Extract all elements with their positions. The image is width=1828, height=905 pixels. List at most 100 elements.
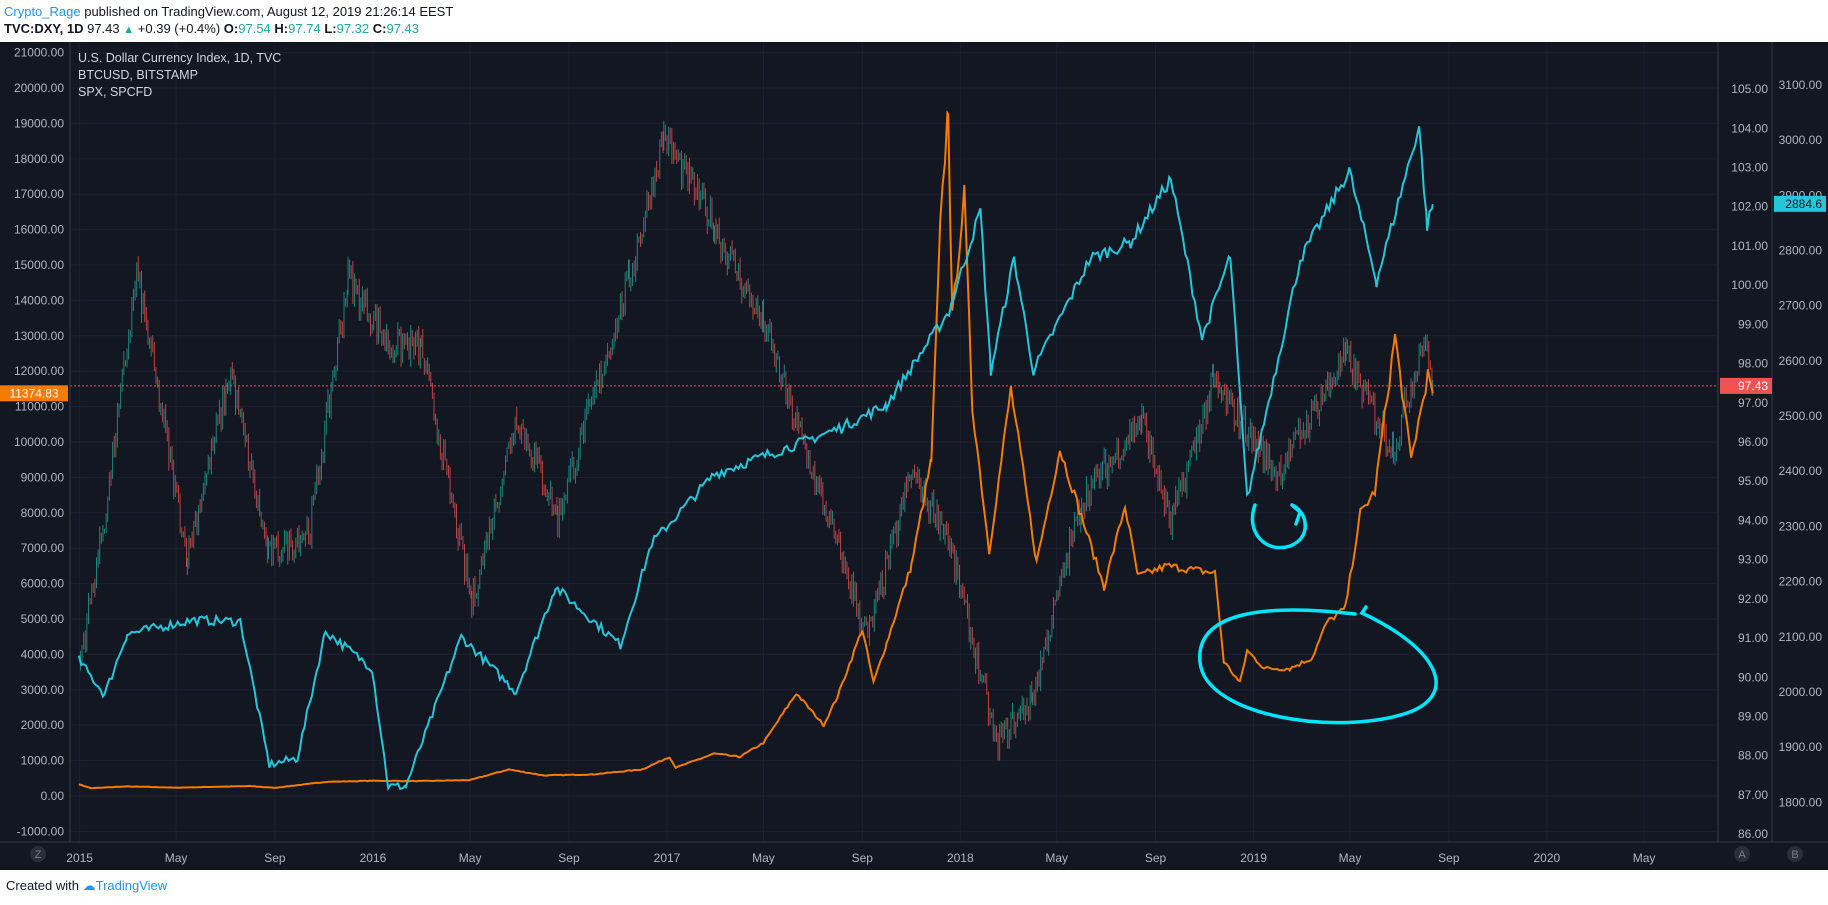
dxy-axis-tick-label: 86.00 <box>1738 827 1768 841</box>
close-value: 97.43 <box>386 21 420 36</box>
left-axis-tick-label: 1000.00 <box>21 754 65 768</box>
left-axis-tick-label: 16000.00 <box>14 223 64 237</box>
time-axis-label: 2017 <box>654 851 681 865</box>
up-arrow-icon: ▲ <box>123 24 135 36</box>
dxy-axis-tick-label: 99.00 <box>1738 317 1768 331</box>
left-axis-tick-label: 20000.00 <box>14 81 64 95</box>
time-axis-label: May <box>1339 851 1362 865</box>
spx-axis-tick-label: 2200.00 <box>1779 575 1823 589</box>
time-axis-label: 2019 <box>1240 851 1267 865</box>
price-chart[interactable]: -1000.00 0.00 1000.00 2000.00 3000.00 4000.00… <box>0 42 1828 870</box>
axis-button-a-bg[interactable] <box>1734 846 1750 862</box>
left-axis-tick-label: 10000.00 <box>14 435 64 449</box>
time-axis-label: Sep <box>1438 851 1460 865</box>
annotation-circle-large <box>1198 605 1438 725</box>
dxy-axis-tick-label: 104.00 <box>1731 121 1768 135</box>
spx-axis-tick-label: 2300.00 <box>1779 519 1823 533</box>
dxy-last-price-tag-bg <box>1720 377 1772 394</box>
symbol-ohlc: TVC:DXY, 1D 97.43 ▲ +0.39 (+0.4%) O:97.5… <box>4 21 419 36</box>
left-axis-tick-label: 17000.00 <box>14 187 64 201</box>
axis-button-b[interactable]: B <box>1791 849 1798 861</box>
spx-series-line <box>77 126 1434 792</box>
legend-entry: BTCUSD, BITSTAMP <box>78 68 198 82</box>
left-axis-tick-label: 13000.00 <box>14 329 64 343</box>
high-label: H: <box>274 21 289 36</box>
spx-last-price-tag: 2884.6 <box>1785 197 1822 211</box>
open-value: 97.54 <box>238 21 271 36</box>
left-axis-tick-label: 15000.00 <box>14 258 64 272</box>
btc-series-line <box>78 109 1434 790</box>
high-value: 97.74 <box>288 21 321 36</box>
axis-button-b-bg[interactable] <box>1787 846 1803 862</box>
left-axis-tick-label: 9000.00 <box>21 470 65 484</box>
left-axis-tick-label: 18000.00 <box>14 152 64 166</box>
dxy-last-price-tag: 97.43 <box>1738 379 1768 393</box>
change-value: +0.39 (+0.4%) <box>137 21 221 36</box>
low-label: L: <box>324 21 337 36</box>
publish-info: Crypto_Rage published on TradingView.com… <box>4 4 453 19</box>
left-axis-tick-label: 11000.00 <box>15 400 64 414</box>
dxy-axis-tick-label: 90.00 <box>1738 670 1768 684</box>
spx-axis-tick-label: 2100.00 <box>1779 630 1823 644</box>
legend-entry: SPX, SPCFD <box>78 85 152 99</box>
time-axis-label: 2018 <box>947 851 974 865</box>
spx-axis-tick-label: 2800.00 <box>1779 244 1823 258</box>
time-axis-label: May <box>1633 851 1656 865</box>
publish-text: published on TradingView.com, August 12,… <box>80 4 454 19</box>
dxy-axis-tick-label: 101.00 <box>1731 239 1768 253</box>
spx-axis-tick-label: 2600.00 <box>1779 354 1823 368</box>
spx-axis-tick-label: 2400.00 <box>1779 464 1823 478</box>
dxy-axis-tick-label: 96.00 <box>1738 435 1768 449</box>
left-axis-tick-label: 19000.00 <box>14 116 64 130</box>
legend-entry: U.S. Dollar Currency Index, 1D, TVC <box>78 51 281 65</box>
spx-axis-tick-label: 2000.00 <box>1779 685 1823 699</box>
spx-axis-tick-label: 2700.00 <box>1779 299 1823 313</box>
time-axis-label: Sep <box>558 851 580 865</box>
left-axis-tick-label: 7000.00 <box>21 541 65 555</box>
tradingview-logo-icon: ☁ <box>82 878 96 893</box>
time-axis-label: May <box>165 851 188 865</box>
axis-button-a[interactable]: A <box>1738 849 1746 861</box>
dxy-axis-tick-label: 102.00 <box>1731 200 1768 214</box>
time-axis-label: May <box>752 851 775 865</box>
left-axis-tick-label: 0.00 <box>41 789 65 803</box>
left-axis-tick-label: 3000.00 <box>21 683 65 697</box>
spx-axis-tick-label: 2500.00 <box>1779 409 1823 423</box>
time-axis-label: 2016 <box>360 851 387 865</box>
dxy-axis-tick-label: 103.00 <box>1731 160 1768 174</box>
left-axis-tick-label: 5000.00 <box>21 612 65 626</box>
left-axis-panel <box>0 42 70 870</box>
tradingview-link[interactable]: TradingView <box>95 878 168 893</box>
open-label: O: <box>223 21 239 36</box>
footer: Created with ☁TradingView <box>6 878 167 894</box>
dxy-axis-tick-label: 98.00 <box>1738 357 1768 371</box>
spx-axis-tick-label: 1800.00 <box>1779 795 1823 809</box>
time-axis-label: 2015 <box>66 851 93 865</box>
dxy-axis-tick-label: 100.00 <box>1731 278 1768 292</box>
axis-button-z-bg[interactable] <box>30 846 46 862</box>
time-axis-label: May <box>1045 851 1068 865</box>
author-link[interactable]: Crypto_Rage <box>4 4 81 19</box>
time-axis-label: May <box>459 851 482 865</box>
time-axis-label: Sep <box>1145 851 1167 865</box>
left-axis-tick-label: -1000.00 <box>17 824 65 838</box>
left-axis-tick-label: 2000.00 <box>21 718 65 732</box>
dxy-axis-tick-label: 92.00 <box>1738 592 1768 606</box>
left-axis-tick-label: 14000.00 <box>14 293 64 307</box>
spx-last-price-tag-bg <box>1774 195 1826 212</box>
time-axis-label: 2020 <box>1534 851 1561 865</box>
dxy-axis-tick-label: 97.00 <box>1738 396 1768 410</box>
dxy-axis-tick-label: 93.00 <box>1738 553 1768 567</box>
btc-last-price-tag-bg <box>0 385 68 402</box>
dxy-axis-tick-label: 88.00 <box>1738 749 1768 763</box>
left-axis-tick-label: 4000.00 <box>21 647 65 661</box>
dxy-axis-tick-label: 89.00 <box>1738 710 1768 724</box>
axis-button-z[interactable]: Z <box>35 849 42 861</box>
last-price: 97.43 <box>87 21 120 36</box>
annotation-circle-small <box>1250 503 1307 550</box>
spx-axis-tick-label: 3000.00 <box>1779 133 1823 147</box>
dxy-axis-tick-label: 91.00 <box>1738 631 1768 645</box>
footer-created: Created with <box>6 878 79 893</box>
low-value: 97.32 <box>336 21 370 36</box>
left-axis-tick-label: 6000.00 <box>21 577 65 591</box>
